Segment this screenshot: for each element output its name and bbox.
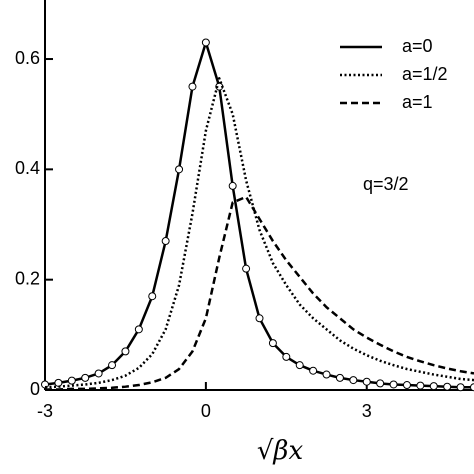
data-point (309, 366, 318, 375)
data-point (268, 339, 277, 348)
data-point (335, 373, 344, 382)
data-point (188, 82, 197, 91)
data-point (470, 383, 474, 392)
data-point (201, 38, 210, 47)
data-point (242, 264, 251, 273)
data-point (322, 370, 331, 379)
x-tick-label: 3 (362, 401, 372, 421)
data-point (121, 347, 130, 356)
y-tick-label: 0.2 (15, 268, 40, 288)
data-point (456, 383, 465, 392)
data-point (402, 381, 411, 390)
legend-label: a=0 (402, 36, 433, 56)
x-tick-label: -3 (37, 401, 53, 421)
series-line (44, 77, 474, 389)
data-point (282, 352, 291, 361)
legend-label: a=1 (402, 92, 433, 112)
data-point (416, 381, 425, 390)
data-point (389, 380, 398, 389)
data-point (228, 181, 237, 190)
data-point (81, 373, 90, 382)
data-point (67, 376, 76, 385)
data-point (54, 378, 63, 387)
x-tick-label: 0 (201, 401, 211, 421)
y-tick-label: 0 (30, 379, 40, 399)
data-point (349, 376, 358, 385)
data-point (255, 314, 264, 323)
y-tick-label: 0.6 (15, 48, 40, 68)
data-point (429, 382, 438, 391)
y-tick-label: 0.4 (15, 158, 40, 178)
legend-label: a=1/2 (402, 64, 448, 84)
data-point (94, 369, 103, 378)
data-point (134, 325, 143, 334)
data-point (362, 377, 371, 386)
annotation: q=3/2 (363, 174, 409, 194)
data-point (376, 379, 385, 388)
series-line (45, 195, 474, 391)
data-point (295, 361, 304, 370)
x-axis-label: √βx (257, 436, 304, 466)
data-point (108, 361, 117, 370)
data-point (443, 382, 452, 391)
data-point (161, 237, 170, 246)
data-point (175, 165, 184, 174)
data-point (148, 292, 157, 301)
